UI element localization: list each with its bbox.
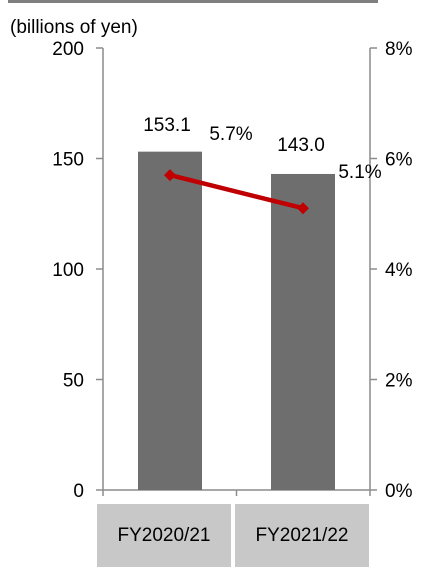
chart-canvas: (billions of yen) 0 50 100 150 200 0% 2% 4% 6% 8… xyxy=(10,17,413,502)
right-tick-label: 4% xyxy=(385,260,413,281)
category-label-fy2020: FY2020/21 xyxy=(97,504,231,567)
line-path xyxy=(169,172,304,211)
line-value-label: 5.1% xyxy=(338,162,381,183)
bar-value-label: 143.0 xyxy=(277,135,325,156)
line-series xyxy=(164,169,309,215)
left-tick-label: 100 xyxy=(52,260,84,281)
bar-value-labels: 153.1 143.0 xyxy=(143,115,325,156)
left-tick-label: 150 xyxy=(52,150,84,171)
line-value-labels: 5.7% 5.1% xyxy=(209,124,381,183)
right-tick-label: 8% xyxy=(385,39,413,60)
left-tick-label: 50 xyxy=(63,371,84,392)
y-unit-label: (billions of yen) xyxy=(10,17,138,38)
right-tick-label: 0% xyxy=(385,481,413,502)
line-marker xyxy=(297,202,309,215)
left-tick-label: 200 xyxy=(52,39,84,60)
line-value-label: 5.7% xyxy=(209,124,252,145)
left-tick-label: 0 xyxy=(73,481,84,502)
left-axis-ticks: 0 50 100 150 200 xyxy=(52,39,103,502)
bar-value-label: 153.1 xyxy=(143,115,191,136)
bar xyxy=(138,151,202,491)
right-axis-ticks: 0% 2% 4% 6% 8% xyxy=(370,39,413,502)
line-marker xyxy=(164,169,176,182)
category-label-fy2021: FY2021/22 xyxy=(235,504,369,567)
bar-series xyxy=(138,151,335,491)
top-rule xyxy=(8,0,378,3)
right-tick-label: 2% xyxy=(385,371,413,392)
right-tick-label: 6% xyxy=(385,150,413,171)
bar xyxy=(271,173,335,490)
x-axis-ticks xyxy=(102,490,371,496)
